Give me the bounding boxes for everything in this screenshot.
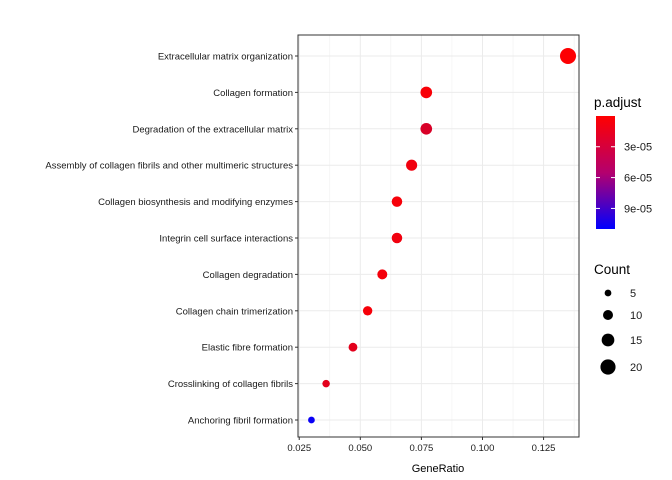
data-point [322,379,330,388]
category-label: Collagen biosynthesis and modifying enzy… [98,197,293,208]
category-label: Assembly of collagen fibrils and other m… [45,161,293,172]
data-point [420,86,433,99]
data-point [308,416,315,424]
size-legend-label: 10 [630,310,642,322]
color-legend: p.adjust 3e-05 6e-05 9e-05 [594,95,652,229]
x-tick-label: 0.075 [410,443,434,454]
plot-panel-border [297,34,580,438]
category-labels: Extracellular matrix organization Collage… [45,52,298,427]
points [308,47,577,424]
grid [298,35,579,437]
colorbar-tick-label: 9e-05 [624,203,652,215]
data-point [377,269,388,280]
colorbar-tick-label: 3e-05 [624,142,652,154]
size-legend-label: 5 [630,288,636,300]
size-legend-key [600,359,616,375]
x-tick-label: 0.125 [532,443,556,454]
category-label: Elastic fibre formation [202,343,293,354]
data-point [348,342,358,352]
colorbar-tick-label: 6e-05 [624,173,652,185]
category-label: Integrin cell surface interactions [159,234,293,245]
size-legend-items: 5 10 15 20 [600,288,642,375]
data-point [406,159,418,171]
color-legend-title: p.adjust [594,95,642,110]
size-legend-key [603,310,613,320]
data-point [391,196,403,207]
x-tick-label: 0.025 [287,443,311,454]
x-axis-ticks: 0.025 0.050 0.075 0.100 0.125 [287,437,555,454]
size-legend-key [601,333,615,347]
x-tick-label: 0.100 [471,443,495,454]
category-label: Collagen chain trimerization [176,306,293,317]
data-point [391,232,403,244]
size-legend: Count 5 10 15 20 [594,262,642,375]
category-label: Extracellular matrix organization [158,52,293,63]
size-legend-label: 15 [630,335,642,347]
data-point [559,47,577,65]
size-legend-key [604,289,612,297]
x-tick-label: 0.050 [348,443,372,454]
size-legend-label: 20 [630,362,642,374]
size-legend-title: Count [594,262,630,277]
category-label: Degradation of the extracellular matrix [132,124,293,135]
data-point [420,122,433,135]
category-label: Collagen formation [213,88,293,99]
x-axis-title: GeneRatio [412,463,465,475]
category-label: Anchoring fibril formation [188,416,293,427]
data-point [362,306,373,316]
color-legend-ticks: 3e-05 6e-05 9e-05 [596,142,652,215]
category-label: Crosslinking of collagen fibrils [168,379,293,390]
category-label: Collagen degradation [203,270,293,281]
color-legend-bar [596,116,615,229]
